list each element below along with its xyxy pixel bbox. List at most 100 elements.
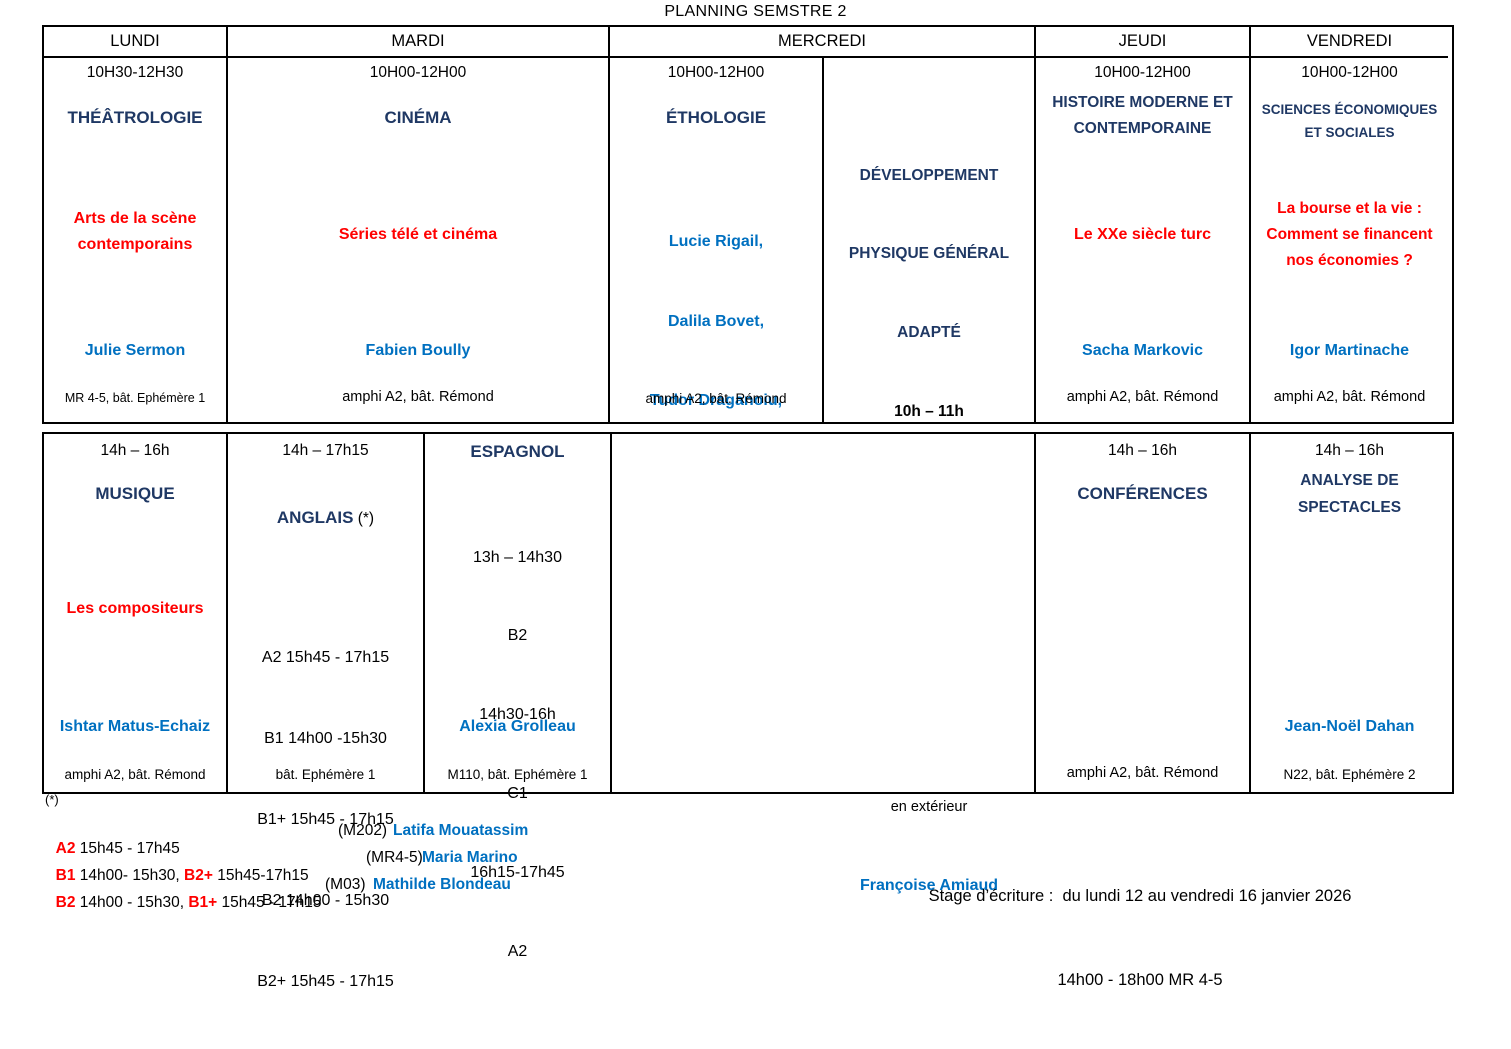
teacher-name: Igor Martinache — [1289, 342, 1410, 359]
room-location: amphi A2, bât. Rémond — [342, 389, 494, 405]
course-topic: Comment se financent — [1266, 226, 1433, 243]
cell-mercredi-dpga: DÉVELOPPEMENT PHYSIQUE GÉNÉRAL ADAPTÉ 10… — [824, 58, 1036, 894]
course-title: CINÉMA — [384, 108, 452, 127]
course-topic: Séries télé et cinéma — [338, 226, 498, 243]
course-title-text: ANGLAIS — [276, 508, 354, 527]
footnote-line-2: B1 14h00- 15h30, B2+ 15h45-17h15 (MR4-5)… — [47, 849, 687, 921]
cell-jeudi-afternoon: 14h – 16h CONFÉRENCES amphi A2, bât. Rém… — [1036, 434, 1251, 792]
level-slot: B2 14h00 - 15h30 — [261, 892, 390, 909]
slot-time: 10h – 11h — [894, 403, 964, 421]
course-title: ANALYSE DE — [1300, 472, 1399, 489]
room-location: amphi A2, bât. Rémond — [64, 767, 206, 782]
level-slot-list: A2 15h45 - 17h15 B1 14h00 -15h30 B1+ 15h… — [228, 590, 423, 1049]
course-title: ET SOCIALES — [1304, 125, 1395, 140]
level-label: B2 — [55, 894, 76, 911]
course-title: ANGLAIS (*) — [228, 508, 423, 528]
time-slot: 10H00-12H00 — [1301, 64, 1398, 81]
course-topic: Le XXe siècle turc — [1074, 226, 1211, 243]
level-slot: B1+ 15h45 - 17h15 — [257, 811, 394, 828]
room-location: amphi A2, bât. Rémond — [1066, 389, 1219, 405]
footnote-marker: (*) — [45, 792, 59, 807]
level-label: B2+ — [184, 867, 213, 884]
day-header-mercredi: MERCREDI — [610, 27, 1036, 58]
room-code: (MR4-5) — [366, 849, 423, 866]
time-slot: 14h – 16h — [1315, 442, 1384, 459]
teacher-name: Dalila Bovet, — [667, 312, 765, 330]
cell-mercredi-afternoon-empty — [612, 434, 1036, 792]
level-time: 15h45 - 17h45 — [75, 840, 180, 857]
room-location: MR 4-5, bât. Ephémère 1 — [64, 391, 206, 405]
time-slot: 10H00-12H00 — [667, 64, 765, 81]
time-slot: 14h – 16h — [1108, 442, 1177, 459]
level-time: 15h45 - 17h15 — [217, 894, 322, 911]
course-topic: nos économies ? — [1286, 252, 1413, 269]
course-title: PHYSIQUE GÉNÉRAL — [848, 245, 1010, 263]
level-time: 14h00- 15h30, — [75, 867, 185, 884]
course-title: SPECTACLES — [1297, 499, 1402, 516]
time-slot: 10H00-12H00 — [1094, 64, 1191, 81]
afternoon-table: 14h – 16h MUSIQUE Les compositeurs Ishta… — [42, 432, 1454, 990]
stage-note-line2: 14h00 - 18h00 MR 4-5 — [1057, 971, 1223, 989]
teacher-name: Mathilde Blondeau — [373, 876, 511, 893]
teacher-name: Tudor Draganoiu, — [649, 392, 783, 409]
room-location: N22, bât. Ephémère 2 — [1283, 767, 1416, 782]
room-location: bât. Ephémère 1 — [275, 767, 376, 782]
teacher-name: Ishtar Matus-Echaiz — [59, 718, 211, 735]
teacher-name: Maria Marino — [422, 849, 518, 866]
cell-lundi-afternoon: 14h – 16h MUSIQUE Les compositeurs Ishta… — [44, 434, 228, 792]
course-title: CONTEMPORAINE — [1073, 120, 1212, 137]
room-code: (M202) — [338, 822, 388, 839]
level-slot: 13h – 14h30 — [473, 548, 562, 566]
course-title: THÉÂTROLOGIE — [67, 108, 203, 127]
stage-note-line1: Stage d’écriture : du lundi 12 au vendre… — [928, 887, 1352, 905]
footnote-line-1: A2 15h45 - 17h45 (M202) Latifa Mouatassi… — [47, 822, 687, 894]
room-location: amphi A2, bât. Rémond — [645, 391, 787, 406]
time-slot: 10H30-12H30 — [86, 64, 184, 81]
time-slot: 14h – 16h — [100, 442, 170, 459]
course-title: HISTOIRE MODERNE ET — [1052, 94, 1233, 111]
stage-note: Stage d’écriture : du lundi 12 au vendre… — [850, 826, 1430, 1022]
level-slot: A2 15h45 - 17h15 — [261, 649, 390, 666]
cell-jeudi-morning: 10H00-12H00 HISTOIRE MODERNE ET CONTEMPO… — [1036, 58, 1251, 422]
course-title: ESPAGNOL — [470, 442, 565, 461]
slot-place: en extérieur — [890, 798, 968, 815]
level-slot: 16h15-17h45 — [470, 864, 565, 882]
level-time: 15h45-17h15 — [212, 867, 309, 884]
day-header-mardi: MARDI — [228, 27, 610, 58]
level-slot: C1 — [507, 785, 528, 803]
footnote-line-3: B2 14h00 - 15h30, B1+ 15h45 - 17h15 (M03… — [47, 876, 687, 948]
day-header-lundi: LUNDI — [44, 27, 228, 58]
day-header-jeudi: JEUDI — [1036, 27, 1251, 58]
cell-mercredi-ethologie: 10H00-12H00 ÉTHOLOGIE Lucie Rigail, Dali… — [610, 58, 824, 568]
time-slot: 10H00-12H00 — [369, 64, 467, 81]
cell-mardi-morning: 10H00-12H00 CINÉMA Séries télé et cinéma… — [228, 58, 610, 422]
teacher-name: Latifa Mouatassim — [393, 822, 529, 839]
level-slot: 14h30-16h — [479, 706, 556, 724]
cell-mardi-anglais: 14h – 17h15 ANGLAIS (*) A2 15h45 - 17h15… — [228, 434, 425, 990]
room-code: (M03) — [325, 876, 366, 893]
teacher-name: Julie Sermon — [84, 342, 186, 359]
level-label: A2 — [55, 840, 76, 857]
teacher-name: Alexia Grolleau — [459, 718, 576, 735]
course-title: ÉTHOLOGIE — [665, 108, 767, 127]
teacher-name: Fabien Boully — [365, 342, 471, 359]
day-header-vendredi: VENDREDI — [1251, 27, 1448, 58]
level-slot: B1 14h00 -15h30 — [264, 730, 387, 747]
course-title: CONFÉRENCES — [1077, 484, 1208, 503]
course-title: ADAPTÉ — [897, 324, 961, 342]
course-topic: contemporains — [77, 236, 193, 253]
room-location: amphi A2, bât. Rémond — [1273, 389, 1426, 405]
level-label: B1+ — [188, 894, 218, 911]
level-time: 14h00 - 15h30, — [75, 894, 189, 911]
course-topic: Les compositeurs — [66, 600, 204, 617]
course-title: DÉVELOPPEMENT — [859, 166, 999, 184]
morning-table: LUNDI MARDI MERCREDI JEUDI VENDREDI 10H3… — [42, 25, 1454, 894]
teacher-name: Jean-Noël Dahan — [1284, 718, 1415, 735]
teacher-name: Sacha Markovic — [1082, 342, 1203, 359]
course-title: MUSIQUE — [95, 484, 175, 503]
room-location: amphi A2, bât. Rémond — [1066, 765, 1219, 781]
cell-vendredi-morning: 10H00-12H00 SCIENCES ÉCONOMIQUES ET SOCI… — [1251, 58, 1448, 422]
course-topic: La bourse et la vie : — [1277, 200, 1422, 217]
cell-lundi-morning: 10H30-12H30 THÉÂTROLOGIE Arts de la scèn… — [44, 58, 228, 422]
level-slot: B2 — [507, 627, 528, 645]
